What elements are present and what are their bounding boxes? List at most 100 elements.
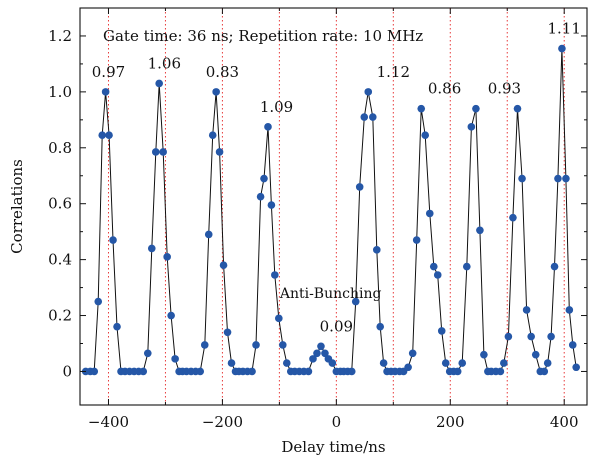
data-point [476,226,484,235]
data-point [531,350,540,359]
data-point [540,367,549,376]
data-point [347,367,356,376]
peak-value-label: 0.93 [488,80,521,98]
data-point [155,79,163,88]
data-point [163,253,171,261]
data-point [372,246,381,254]
data-point [223,328,232,337]
data-point [317,342,325,351]
data-point [113,322,121,331]
data-point [139,367,148,376]
data-point [547,332,555,341]
data-point [167,311,175,320]
data-point [304,367,313,376]
peak-value-label: 1.06 [148,54,181,72]
y-tick-label: 0.2 [48,307,72,325]
data-point [458,359,467,367]
data-point [518,174,526,183]
data-point [496,367,505,376]
data-point [204,230,213,239]
data-point [264,123,272,131]
data-point [90,367,99,376]
data-point [171,355,179,363]
data-point [376,322,385,331]
peak-value-label: 0.83 [206,63,239,81]
y-tick-label: 0.6 [48,195,72,213]
peak-value-label: 0.97 [92,63,125,81]
x-tick-label: −200 [202,413,243,431]
data-point [360,113,369,121]
chart-labels: −400 −200 0 200 400 0 0.2 0.4 0.6 0.8 1.0 1.2 Delay … [8,20,581,456]
x-tick-label: −400 [88,413,129,431]
data-point [313,349,321,358]
data-point [151,148,160,156]
data-point [565,306,574,314]
data-point [98,131,107,140]
data-point [227,359,236,367]
data-point [429,262,438,271]
data-point [94,297,103,306]
data-point [467,123,476,131]
data-point [219,261,228,270]
data-point [143,349,152,358]
data-point [364,88,373,96]
data-point [355,183,364,191]
data-point [208,131,217,140]
data-point [215,148,224,156]
data-point [321,349,329,358]
data-point [509,213,517,222]
x-tick-label: 200 [436,413,465,431]
annotation-text: Gate time: 36 ns; Repetition rate: 10 MH… [103,27,423,45]
data-point [562,174,570,183]
data-point [275,314,283,323]
peak-value-label: 0.86 [428,80,461,98]
data-point [433,271,442,279]
data-point [408,349,417,358]
data-point [550,262,559,271]
data-point [472,104,480,113]
data-point [109,236,117,244]
y-tick-label: 0 [62,362,72,380]
data-point [379,359,388,367]
data-point [200,341,209,349]
anti-bunching-label: Anti-Bunching [279,286,382,302]
peak-value-label: 0.09 [320,317,353,335]
data-point [500,359,508,367]
data-point [328,359,337,367]
data-point [543,359,552,367]
y-tick-label: 0.4 [48,251,72,269]
data-points [81,44,580,376]
peak-value-label: 1.12 [377,63,410,81]
plot-frame [79,7,588,406]
data-point [425,209,434,218]
data-point [504,332,513,341]
data-point [453,367,462,376]
x-tick-label: 0 [332,413,342,431]
data-point [572,363,580,372]
data-point [463,262,471,271]
data-point [513,104,522,113]
data-point [212,88,220,96]
data-point [437,327,446,335]
data-point [248,367,256,376]
data-point [147,244,156,253]
data-point [554,174,562,183]
data-point [159,148,167,156]
data-point [441,359,450,367]
x-tick-label: 400 [550,413,579,431]
data-point [309,355,317,363]
data-point [351,297,360,306]
y-tick-label: 1.0 [48,83,72,101]
data-point [101,88,110,96]
data-point [417,104,426,113]
y-tick-label: 1.2 [48,27,72,45]
data-point [369,113,377,121]
data-point [568,341,577,349]
peak-value-label: 1.11 [548,20,581,38]
data-point [558,44,566,53]
data-point [412,236,421,244]
peak-value-label: 1.09 [260,98,293,116]
axis-ticks [80,7,587,405]
data-point [252,341,260,349]
